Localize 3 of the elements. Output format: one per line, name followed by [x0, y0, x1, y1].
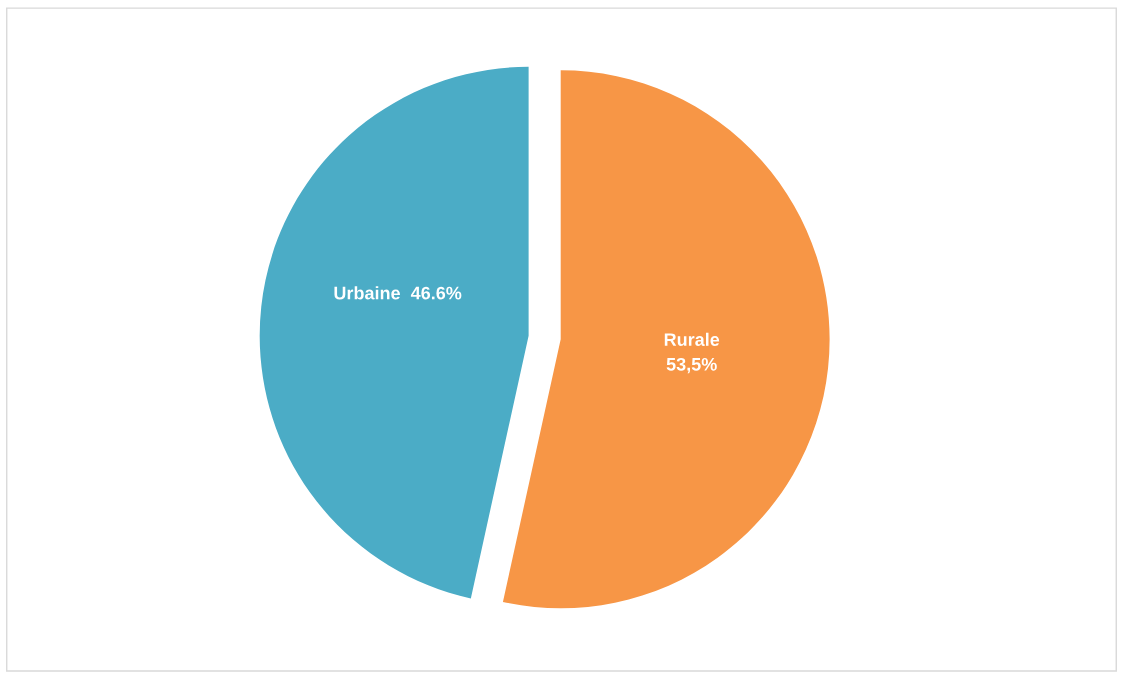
slice-label: Urbaine 46.6% — [334, 286, 462, 300]
slice-label: Rurale — [664, 332, 720, 346]
data-label: 53,5% — [666, 357, 717, 374]
